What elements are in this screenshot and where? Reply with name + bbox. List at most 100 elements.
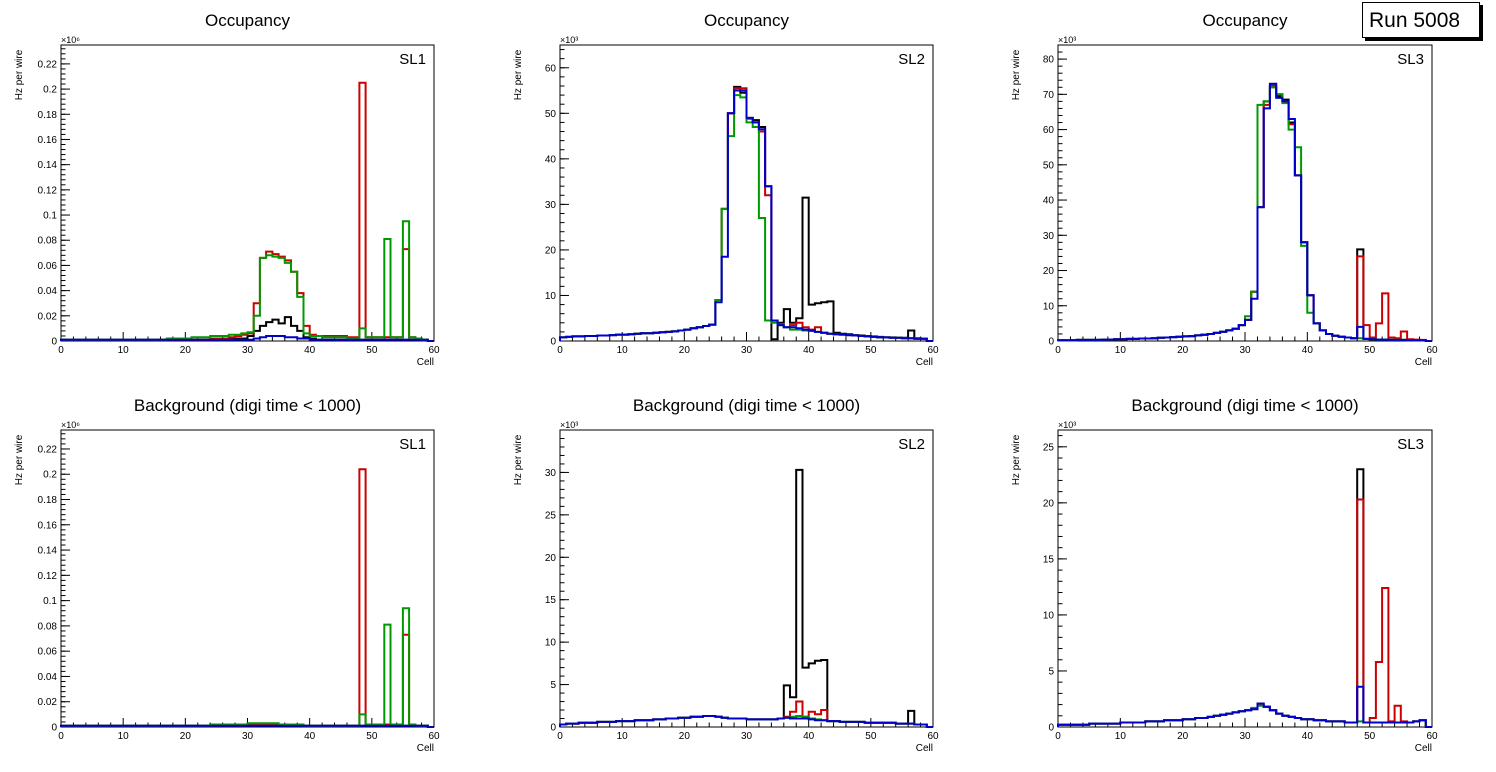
- y-tick-label: 0.2: [43, 85, 57, 96]
- x-tick-label: 40: [803, 345, 815, 356]
- x-axis-label: Cell: [916, 357, 933, 368]
- superlayer-label: SL3: [1397, 51, 1424, 68]
- y-tick-label: 0.06: [38, 261, 58, 272]
- superlayer-label: SL1: [399, 436, 426, 453]
- y-tick-label: 0.12: [38, 185, 58, 196]
- series-ch3: [1057, 86, 1432, 342]
- x-tick-label: 30: [741, 731, 753, 742]
- y-tick-label: 0: [550, 723, 556, 734]
- x-tick-label: 60: [428, 731, 440, 742]
- y-tick-label: 30: [1043, 231, 1055, 242]
- x-tick-label: 0: [1055, 731, 1061, 742]
- y-tick-label: 15: [545, 595, 557, 606]
- y-tick-label: 0: [51, 337, 57, 348]
- x-tick-label: 50: [366, 345, 378, 356]
- y-tick-label: 40: [1043, 196, 1055, 207]
- y-tick-label: 50: [1043, 160, 1055, 171]
- series-ch4: [60, 724, 434, 728]
- x-tick-label: 50: [366, 731, 378, 742]
- x-tick-label: 0: [58, 345, 64, 356]
- y-axis-label: Hz per wire: [14, 49, 25, 100]
- y-tick-label: 0: [550, 337, 556, 348]
- y-tick-label: 0.2: [43, 470, 57, 481]
- y-tick-label: 60: [1043, 125, 1055, 136]
- x-tick-label: 20: [679, 731, 691, 742]
- y-axis-label: Hz per wire: [513, 49, 524, 100]
- y-tick-label: 5: [1048, 666, 1054, 677]
- x-tick-label: 30: [741, 345, 753, 356]
- x-tick-label: 20: [180, 731, 192, 742]
- y-tick-label: 5: [550, 680, 556, 691]
- x-tick-label: 0: [557, 345, 563, 356]
- series-ch4: [559, 715, 933, 728]
- superlayer-label: SL2: [898, 436, 925, 453]
- x-tick-label: 20: [679, 345, 691, 356]
- y-axis-exponent: ×10³: [560, 35, 578, 45]
- panel-title: Occupancy: [1202, 11, 1288, 30]
- x-tick-label: 0: [557, 731, 563, 742]
- y-tick-label: 0.1: [43, 211, 57, 222]
- x-tick-label: 10: [118, 345, 130, 356]
- series-ch3: [60, 220, 434, 342]
- series-ch3: [559, 94, 933, 342]
- x-axis-label: Cell: [916, 743, 933, 754]
- x-tick-label: 10: [617, 345, 629, 356]
- series-ch2: [1057, 84, 1432, 342]
- y-tick-label: 20: [1043, 498, 1055, 509]
- y-tick-label: 20: [1043, 266, 1055, 277]
- x-tick-label: 20: [180, 345, 192, 356]
- y-tick-label: 20: [545, 245, 557, 256]
- y-tick-label: 0.18: [38, 110, 58, 121]
- series-ch1: [559, 468, 933, 728]
- panel-5: Background (digi time < 1000)0 10 20 30 40 50…: [513, 396, 939, 754]
- series-ch2: [60, 468, 434, 728]
- x-tick-label: 60: [927, 345, 939, 356]
- plot-frame: [559, 429, 934, 728]
- y-axis-label: Hz per wire: [1011, 49, 1022, 100]
- x-tick-label: 40: [304, 345, 316, 356]
- x-tick-label: 10: [617, 731, 629, 742]
- y-tick-label: 0.18: [38, 495, 58, 506]
- y-tick-label: 15: [1043, 554, 1055, 565]
- x-tick-label: 30: [1239, 731, 1251, 742]
- panel-title: Background (digi time < 1000): [633, 396, 860, 415]
- panel-title: Occupancy: [205, 11, 291, 30]
- x-tick-label: 40: [304, 731, 316, 742]
- plot-frame: [60, 44, 435, 342]
- x-tick-label: 50: [1364, 731, 1376, 742]
- plot-frame: [1057, 44, 1433, 342]
- x-tick-label: 60: [428, 345, 440, 356]
- y-tick-label: 0.04: [38, 672, 58, 683]
- x-tick-label: 60: [927, 731, 939, 742]
- y-axis-exponent: ×10³: [1058, 35, 1076, 45]
- series-ch3: [60, 607, 434, 728]
- y-tick-label: 25: [1043, 442, 1055, 453]
- panel-title: Occupancy: [704, 11, 790, 30]
- y-tick-label: 0: [1048, 723, 1054, 734]
- x-tick-label: 60: [1426, 731, 1438, 742]
- x-tick-label: 10: [118, 731, 130, 742]
- x-tick-label: 20: [1177, 731, 1189, 742]
- x-tick-label: 10: [1115, 731, 1127, 742]
- x-tick-label: 50: [1364, 345, 1376, 356]
- x-tick-label: 40: [803, 731, 815, 742]
- y-tick-label: 0.08: [38, 621, 58, 632]
- y-tick-label: 0.12: [38, 571, 58, 582]
- y-axis-label: Hz per wire: [1011, 434, 1022, 485]
- y-tick-label: 0.02: [38, 697, 58, 708]
- y-tick-label: 10: [545, 291, 557, 302]
- x-tick-label: 60: [1426, 345, 1438, 356]
- x-tick-label: 0: [1055, 345, 1061, 356]
- y-tick-label: 0: [51, 723, 57, 734]
- x-tick-label: 0: [58, 731, 64, 742]
- x-tick-label: 20: [1177, 345, 1189, 356]
- x-tick-label: 50: [865, 345, 877, 356]
- y-tick-label: 30: [545, 468, 557, 479]
- series-ch4: [60, 335, 434, 342]
- series-ch1: [559, 85, 933, 342]
- plot-frame: [60, 429, 435, 728]
